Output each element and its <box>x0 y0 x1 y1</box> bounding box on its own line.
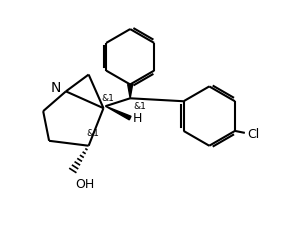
Text: &1: &1 <box>133 102 146 111</box>
Polygon shape <box>106 106 131 120</box>
Polygon shape <box>128 84 133 98</box>
Text: OH: OH <box>75 178 94 191</box>
Text: &1: &1 <box>102 94 114 103</box>
Text: N: N <box>51 81 61 95</box>
Text: &1: &1 <box>87 129 99 138</box>
Text: Cl: Cl <box>247 128 259 141</box>
Text: H: H <box>133 111 142 124</box>
